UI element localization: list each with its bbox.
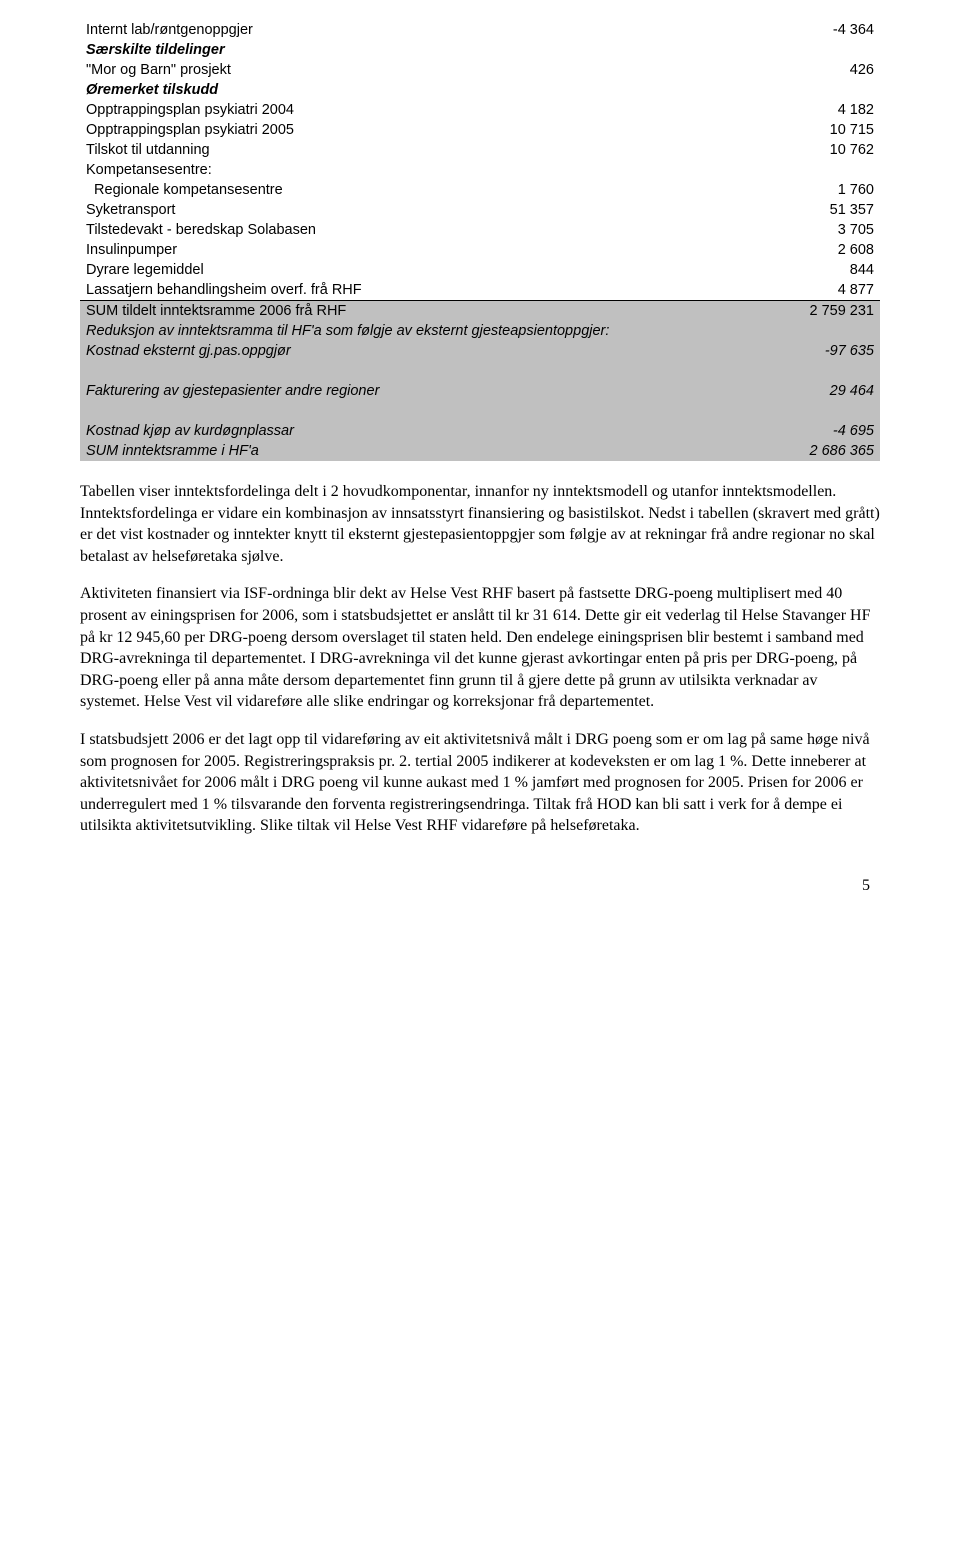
table-row: Opptrappingsplan psykiatri 20044 182 [80, 100, 880, 120]
table-row: Tilstedevakt - beredskap Solabasen3 705 [80, 220, 880, 240]
row-label: Reduksjon av inntektsramma til HF'a som … [80, 321, 760, 341]
table-row: Dyrare legemiddel844 [80, 260, 880, 280]
row-value: 2 759 231 [760, 301, 880, 322]
table-row: SUM tildelt inntektsramme 2006 frå RHF2 … [80, 301, 880, 322]
row-value: 10 715 [760, 120, 880, 140]
table-row: Fakturering av gjestepasienter andre reg… [80, 381, 880, 401]
row-label: Øremerket tilskudd [80, 80, 760, 100]
row-value: 2 686 365 [760, 441, 880, 461]
row-label: Kompetansesentre: [80, 160, 760, 180]
row-label: Syketransport [80, 200, 760, 220]
row-value: 844 [760, 260, 880, 280]
row-label: "Mor og Barn" prosjekt [80, 60, 760, 80]
row-label: SUM tildelt inntektsramme 2006 frå RHF [80, 301, 760, 322]
body-paragraph: Tabellen viser inntektsfordelinga delt i… [80, 481, 880, 567]
row-label: Tilskot til utdanning [80, 140, 760, 160]
budget-table: Internt lab/røntgenoppgjer-4 364Særskilt… [80, 20, 880, 461]
table-row: Kompetansesentre: [80, 160, 880, 180]
row-value: -4 695 [760, 421, 880, 441]
table-row: Kostnad kjøp av kurdøgnplassar-4 695 [80, 421, 880, 441]
row-value: 3 705 [760, 220, 880, 240]
row-label: Kostnad eksternt gj.pas.oppgjør [80, 341, 760, 361]
table-row: Kostnad eksternt gj.pas.oppgjør-97 635 [80, 341, 880, 361]
table-row: SUM inntektsramme i HF'a2 686 365 [80, 441, 880, 461]
row-label: SUM inntektsramme i HF'a [80, 441, 760, 461]
table-row: Insulinpumper2 608 [80, 240, 880, 260]
row-value [760, 80, 880, 100]
row-value: -97 635 [760, 341, 880, 361]
row-value: 4 182 [760, 100, 880, 120]
row-label: Kostnad kjøp av kurdøgnplassar [80, 421, 760, 441]
table-row: "Mor og Barn" prosjekt426 [80, 60, 880, 80]
table-row: Internt lab/røntgenoppgjer-4 364 [80, 20, 880, 40]
body-paragraph: Aktiviteten finansiert via ISF-ordninga … [80, 583, 880, 713]
row-value: 4 877 [760, 280, 880, 301]
body-paragraph: I statsbudsjett 2006 er det lagt opp til… [80, 729, 880, 837]
row-value: 2 608 [760, 240, 880, 260]
table-row: Opptrappingsplan psykiatri 200510 715 [80, 120, 880, 140]
row-label: Opptrappingsplan psykiatri 2004 [80, 100, 760, 120]
row-label: Dyrare legemiddel [80, 260, 760, 280]
row-label: Lassatjern behandlingsheim overf. frå RH… [80, 280, 760, 301]
row-value: 426 [760, 60, 880, 80]
row-value: -4 364 [760, 20, 880, 40]
page-number: 5 [80, 877, 870, 895]
row-value [760, 160, 880, 180]
table-row: Tilskot til utdanning10 762 [80, 140, 880, 160]
row-value: 1 760 [760, 180, 880, 200]
table-row: Lassatjern behandlingsheim overf. frå RH… [80, 280, 880, 301]
table-row: Regionale kompetansesentre1 760 [80, 180, 880, 200]
row-label: Insulinpumper [80, 240, 760, 260]
row-label: Særskilte tildelinger [80, 40, 760, 60]
row-value: 51 357 [760, 200, 880, 220]
row-label: Regionale kompetansesentre [80, 180, 760, 200]
row-label: Internt lab/røntgenoppgjer [80, 20, 760, 40]
row-value [760, 321, 880, 341]
table-row: Øremerket tilskudd [80, 80, 880, 100]
row-label: Fakturering av gjestepasienter andre reg… [80, 381, 760, 401]
table-row: Særskilte tildelinger [80, 40, 880, 60]
row-value: 29 464 [760, 381, 880, 401]
table-row: Syketransport51 357 [80, 200, 880, 220]
row-value: 10 762 [760, 140, 880, 160]
table-row: Reduksjon av inntektsramma til HF'a som … [80, 321, 880, 341]
row-label: Opptrappingsplan psykiatri 2005 [80, 120, 760, 140]
row-label: Tilstedevakt - beredskap Solabasen [80, 220, 760, 240]
row-value [760, 40, 880, 60]
